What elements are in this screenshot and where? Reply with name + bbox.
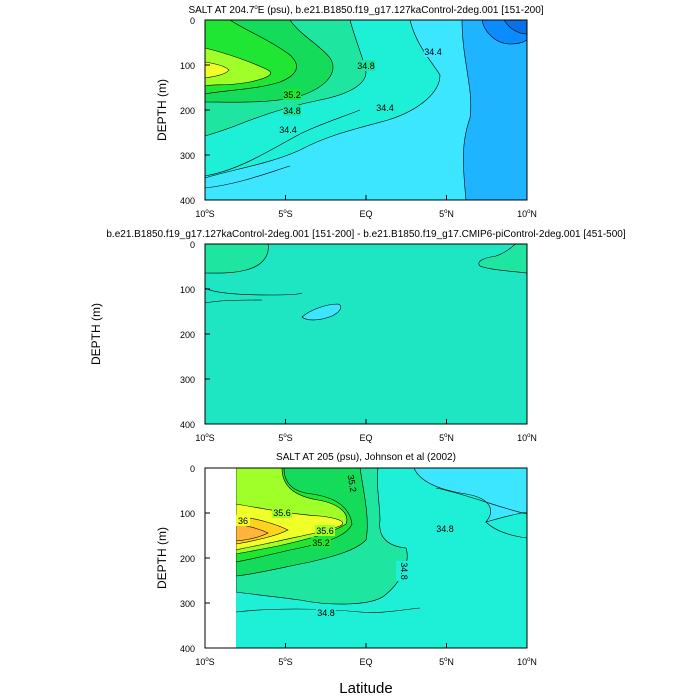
- p2-xtick-0: 10oS: [195, 433, 214, 443]
- p3-ytick-4: 400: [180, 644, 195, 654]
- p3-clabel-4: 35.6: [316, 526, 334, 536]
- p3-xtick-1: 5oS: [278, 657, 292, 667]
- p3-fill-36.2: [236, 523, 269, 542]
- p2-ytick-1: 100: [180, 285, 195, 295]
- p3-clabel-bg-8: [316, 607, 336, 618]
- panel-3-contour-field: [236, 468, 527, 648]
- p3-xlabel: Latitude: [339, 680, 392, 697]
- p1-clabel-bg-2: [424, 46, 442, 57]
- p1-ytick-3: 300: [180, 151, 195, 161]
- p2-xtick-2: EQ: [359, 433, 372, 443]
- panel-3-y-axis: 0 100 200 300 400 DEPTH (m): [155, 464, 210, 654]
- p2-xtick-1: 5oS: [278, 433, 292, 443]
- p1-xtick-0: 10oS: [195, 209, 214, 219]
- panel-3-x-axis: 10oS 5oS EQ 5oN 10oN Latitude: [195, 643, 537, 697]
- panel-1-y-axis: 0 100 200 300 400 DEPTH (m): [155, 16, 210, 206]
- p1-xtick-1: 5oS: [278, 209, 292, 219]
- p3-clabel-8: 34.8: [317, 608, 335, 618]
- p1-line-34.4-south2: [205, 165, 291, 189]
- p3-clabel-bg-7: [396, 561, 407, 581]
- panel-1: SALT AT 204.7oE (psu), b.e21.B1850.f19_g…: [155, 5, 544, 219]
- p2-ytick-0: 0: [190, 240, 195, 250]
- p1-xtick-3: 5oN: [439, 209, 454, 219]
- p3-clabel-5: 35.2: [312, 538, 330, 548]
- p2-xtick-3: 5oN: [439, 433, 454, 443]
- p3-clabel-6: 34.8: [436, 524, 454, 534]
- p3-clabel-bg-3: [236, 515, 250, 526]
- p3-xtick-0: 10oS: [195, 657, 214, 667]
- p1-clabel-bg-4: [283, 105, 301, 116]
- p3-ytick-3: 300: [180, 599, 195, 609]
- p3-clabel-bg-1: [343, 474, 354, 494]
- p1-fill-34.2: [461, 20, 527, 200]
- p2-fill-pos-east: [478, 244, 527, 274]
- p1-ytick-0: 0: [190, 16, 195, 26]
- p3-xtick-3: 5oN: [439, 657, 454, 667]
- p3-ytick-0: 0: [190, 464, 195, 474]
- p3-clabel-1: 35.2: [346, 474, 359, 493]
- p2-xtick-4: 10oN: [517, 433, 537, 443]
- p2-ylabel: DEPTH (m): [89, 303, 103, 365]
- panel-2-y-axis: 0 100 200 300 400 DEPTH (m): [89, 240, 210, 430]
- p1-xtick-4: 10oN: [517, 209, 537, 219]
- p3-clabel-2: 35.6: [273, 508, 291, 518]
- p1-ylabel: DEPTH (m): [155, 79, 169, 141]
- p1-clabel-bg-5: [376, 102, 394, 113]
- p3-fill-34.6-east: [413, 468, 527, 523]
- p3-clabel-bg-4: [315, 525, 335, 536]
- p1-clabel-6: 34.4: [279, 125, 297, 135]
- p2-fill-neg-center: [301, 303, 342, 321]
- panel-2-title: b.e21.B1850.f19_g17.127kaControl-2deg.00…: [106, 229, 625, 240]
- p1-xtick-2: EQ: [359, 209, 372, 219]
- panel-1-x-axis: 10oS 5oS EQ 5oN 10oN: [195, 195, 537, 219]
- p1-clabel-2: 34.4: [424, 47, 442, 57]
- p1-fill-35.6: [205, 61, 230, 79]
- p2-fill-base: [205, 244, 527, 424]
- p1-ytick-4: 400: [180, 196, 195, 206]
- p3-line-34.8-east: [435, 487, 527, 515]
- p2-ytick-3: 300: [180, 375, 195, 385]
- panel-1-title: SALT AT 204.7oE (psu), b.e21.B1850.f19_g…: [188, 5, 543, 16]
- p1-clabel-5: 34.4: [376, 103, 394, 113]
- p1-clabel-bg-1: [357, 60, 375, 71]
- p1-fill-35.4: [205, 47, 271, 87]
- p1-ytick-1: 100: [180, 61, 195, 71]
- p3-xtick-2: EQ: [359, 657, 372, 667]
- p1-ytick-2: 200: [180, 106, 195, 116]
- panel-3-contour-labels: 35.2 35.6 36 35.6 35.2 34.8 34.8 34.8: [236, 474, 455, 618]
- p1-clabel-1: 34.8: [357, 61, 375, 71]
- p2-line-neg-west: [205, 287, 303, 296]
- p2-ytick-4: 400: [180, 420, 195, 430]
- p1-clabel-3: 35.2: [283, 90, 301, 100]
- p2-line-neg-west2: [205, 299, 263, 304]
- p3-ytick-2: 200: [180, 554, 195, 564]
- panel-2-contour-field: [205, 244, 527, 424]
- p3-line-34.8-east2: [485, 521, 527, 539]
- p1-clabel-bg-6: [279, 124, 297, 135]
- p2-ytick-2: 200: [180, 330, 195, 340]
- panel-3: SALT AT 205 (psu), Johnson et al (2002) …: [155, 452, 537, 697]
- p3-ytick-1: 100: [180, 509, 195, 519]
- panel-2-x-axis: 10oS 5oS EQ 5oN 10oN: [195, 419, 537, 443]
- p3-ylabel: DEPTH (m): [155, 527, 169, 589]
- p1-clabel-bg-3: [283, 89, 301, 100]
- p3-clabel-bg-6: [435, 523, 455, 534]
- panel-1-contour-labels: 34.8 34.4 35.2 34.8 34.4 34.4: [279, 46, 442, 135]
- p3-clabel-3: 36: [238, 516, 248, 526]
- p3-line-34.8-deep: [236, 607, 421, 613]
- p3-xtick-4: 10oN: [517, 657, 537, 667]
- p3-clabel-bg-5: [311, 537, 331, 548]
- p3-clabel-bg-2: [272, 507, 292, 518]
- p1-line-34.4-south: [205, 109, 361, 177]
- p3-clabel-7: 34.8: [399, 562, 409, 580]
- p2-fill-pos-west: [205, 244, 269, 274]
- panel-3-title: SALT AT 205 (psu), Johnson et al (2002): [276, 452, 456, 463]
- p1-clabel-4: 34.8: [283, 106, 301, 116]
- panel-2: b.e21.B1850.f19_g17.127kaControl-2deg.00…: [89, 229, 626, 443]
- panel-1-contour-field: [205, 20, 527, 200]
